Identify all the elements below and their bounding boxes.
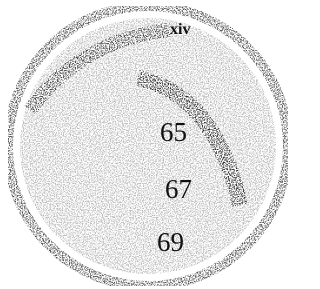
label: 69 <box>157 227 184 257</box>
label: 65 <box>160 117 187 147</box>
disc <box>20 18 276 274</box>
speckled-disc <box>8 6 288 286</box>
label: 67 <box>165 174 192 204</box>
image: xiv 65 67 69 <box>0 0 296 289</box>
label: xiv <box>170 21 190 38</box>
page: xiv 65 67 69 (() => { const data = JSON.… <box>0 0 296 289</box>
